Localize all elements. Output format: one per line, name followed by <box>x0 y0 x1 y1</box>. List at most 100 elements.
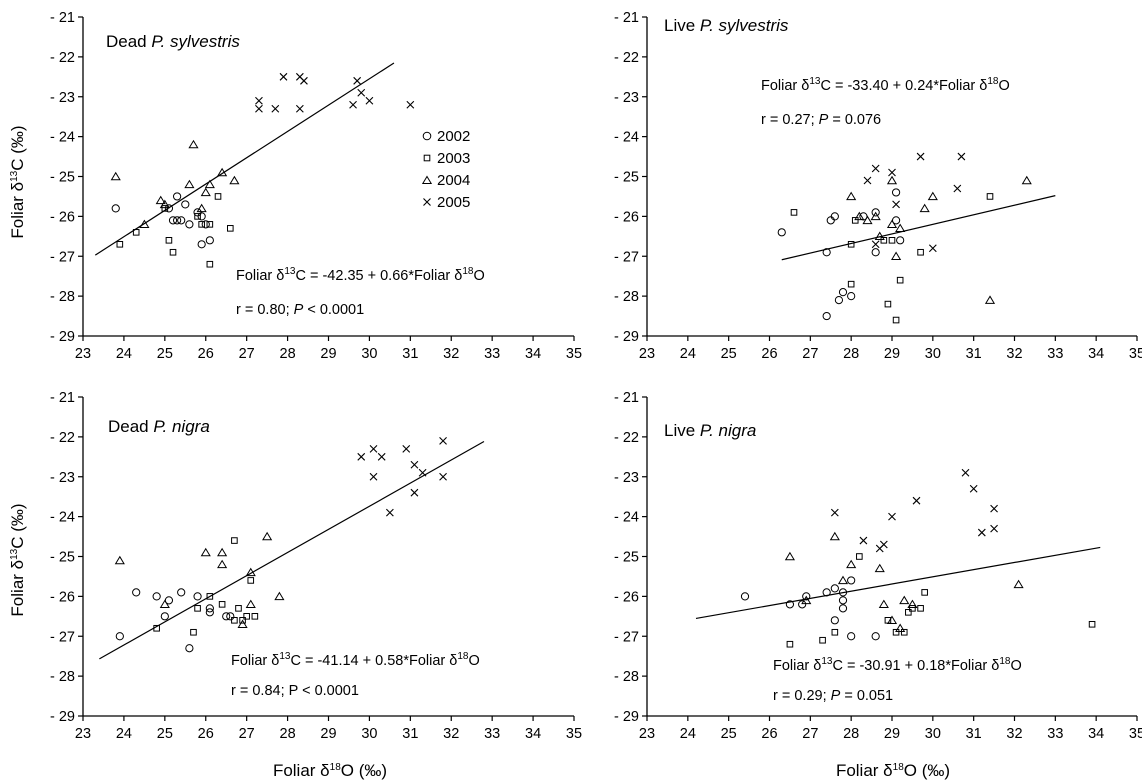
y-axis-title-bottom: Foliar δ13C (‰) <box>8 503 27 616</box>
data-point-2004 <box>200 187 211 197</box>
x-tick-label: 34 <box>1088 346 1104 362</box>
x-tick-label: 27 <box>802 726 818 742</box>
y-tick-label: - 28 <box>614 289 639 305</box>
data-point-2002 <box>838 596 848 605</box>
data-point-2005 <box>928 244 937 253</box>
x-tick-label: 30 <box>361 726 377 742</box>
data-point-2005 <box>871 240 880 249</box>
data-point-2002 <box>838 604 848 613</box>
data-point-2005 <box>977 528 986 537</box>
data-point-2003 <box>851 217 859 224</box>
data-point-2005 <box>888 168 896 177</box>
y-tick-label: - 28 <box>50 289 75 305</box>
x-tick-label: 32 <box>443 726 459 742</box>
x-tick-label: 25 <box>721 726 737 742</box>
data-point-2003 <box>214 193 222 200</box>
data-point-2002 <box>871 248 880 257</box>
data-point-2002 <box>834 296 844 305</box>
y-tick-label: - 22 <box>614 430 639 446</box>
data-point-2003 <box>153 624 160 632</box>
data-point-2003 <box>888 237 896 244</box>
data-point-2004 <box>829 531 840 541</box>
data-point-2003 <box>819 636 826 644</box>
data-point-2004 <box>874 231 885 241</box>
data-point-2002 <box>777 228 786 237</box>
x-tick-label: 35 <box>566 346 582 362</box>
x-tick-label: 31 <box>402 726 418 742</box>
data-point-2005 <box>439 436 447 445</box>
y-tick-label: - 24 <box>50 130 75 146</box>
y-tick-label: - 27 <box>614 249 639 265</box>
data-point-2002 <box>847 632 856 641</box>
legend-triangle-icon <box>421 175 433 184</box>
x-tick-label: 26 <box>761 346 777 362</box>
data-point-2005 <box>863 176 872 185</box>
data-point-2003 <box>231 537 238 544</box>
data-point-2005 <box>961 468 970 477</box>
data-point-2003 <box>169 248 177 256</box>
data-point-2002 <box>226 612 235 621</box>
data-point-2005 <box>295 104 304 113</box>
y-tick-label: - 24 <box>50 510 75 526</box>
data-point-2004 <box>262 531 273 541</box>
data-point-2003 <box>194 213 201 220</box>
y-tick-label: - 25 <box>614 550 639 566</box>
data-point-2004 <box>878 599 889 609</box>
data-point-2004 <box>837 575 849 585</box>
regression-line <box>695 546 1101 620</box>
data-point-2004 <box>862 215 873 225</box>
y-tick-label: - 29 <box>50 329 75 345</box>
x-tick-label: 33 <box>1047 346 1063 362</box>
data-point-2003 <box>190 628 197 636</box>
data-point-2002 <box>160 612 169 621</box>
panel-label: Dead P. nigra <box>108 417 210 436</box>
data-point-2002 <box>891 216 901 225</box>
data-point-2002 <box>871 632 880 641</box>
data-point-2005 <box>957 152 966 161</box>
data-point-2005 <box>353 76 362 85</box>
data-point-2002 <box>197 212 206 221</box>
data-point-2005 <box>402 444 411 453</box>
y-tick-label: - 28 <box>50 669 75 685</box>
y-tick-label: - 25 <box>50 170 75 186</box>
data-point-2003 <box>161 205 169 212</box>
data-point-2002 <box>115 632 124 641</box>
data-point-2004 <box>159 599 170 609</box>
data-point-2005 <box>410 488 419 497</box>
data-point-2004 <box>274 591 285 601</box>
y-tick-label: - 23 <box>50 470 75 486</box>
data-point-2005 <box>879 540 888 549</box>
x-tick-label: 33 <box>484 346 500 362</box>
x-tick-label: 33 <box>484 726 500 742</box>
legend-item-2004: 2004 <box>421 172 470 189</box>
data-point-2004 <box>886 219 898 229</box>
x-tick-label: 27 <box>239 726 255 742</box>
data-point-2004 <box>139 219 150 229</box>
y-tick-label: - 22 <box>614 50 639 66</box>
regression-equation: Foliar δ13C = -41.14 + 0.58*Foliar δ18O <box>231 651 480 669</box>
data-point-2003 <box>790 209 798 216</box>
data-point-2002 <box>111 204 120 213</box>
data-point-2002 <box>830 212 839 221</box>
data-point-2002 <box>181 200 190 209</box>
data-point-2002 <box>205 604 214 613</box>
data-point-2004 <box>159 199 170 209</box>
y-tick-label: - 26 <box>614 209 639 225</box>
data-point-2004 <box>984 295 996 304</box>
data-point-2002 <box>896 236 905 245</box>
data-point-2004 <box>890 251 902 260</box>
x-tick-label: 31 <box>402 346 418 362</box>
data-point-2005 <box>369 444 378 453</box>
data-point-2002 <box>177 216 186 225</box>
x-tick-label: 30 <box>925 726 941 742</box>
x-tick-label: 27 <box>802 346 818 362</box>
data-point-2004 <box>886 175 898 185</box>
legend-label-2003: 2003 <box>437 150 470 167</box>
y-tick-label: - 21 <box>50 10 75 26</box>
data-point-2004 <box>217 167 228 177</box>
x-axis-title-right: Foliar δ18O (‰) <box>836 761 950 780</box>
data-point-2003 <box>231 617 238 624</box>
y-tick-label: - 29 <box>614 329 639 345</box>
